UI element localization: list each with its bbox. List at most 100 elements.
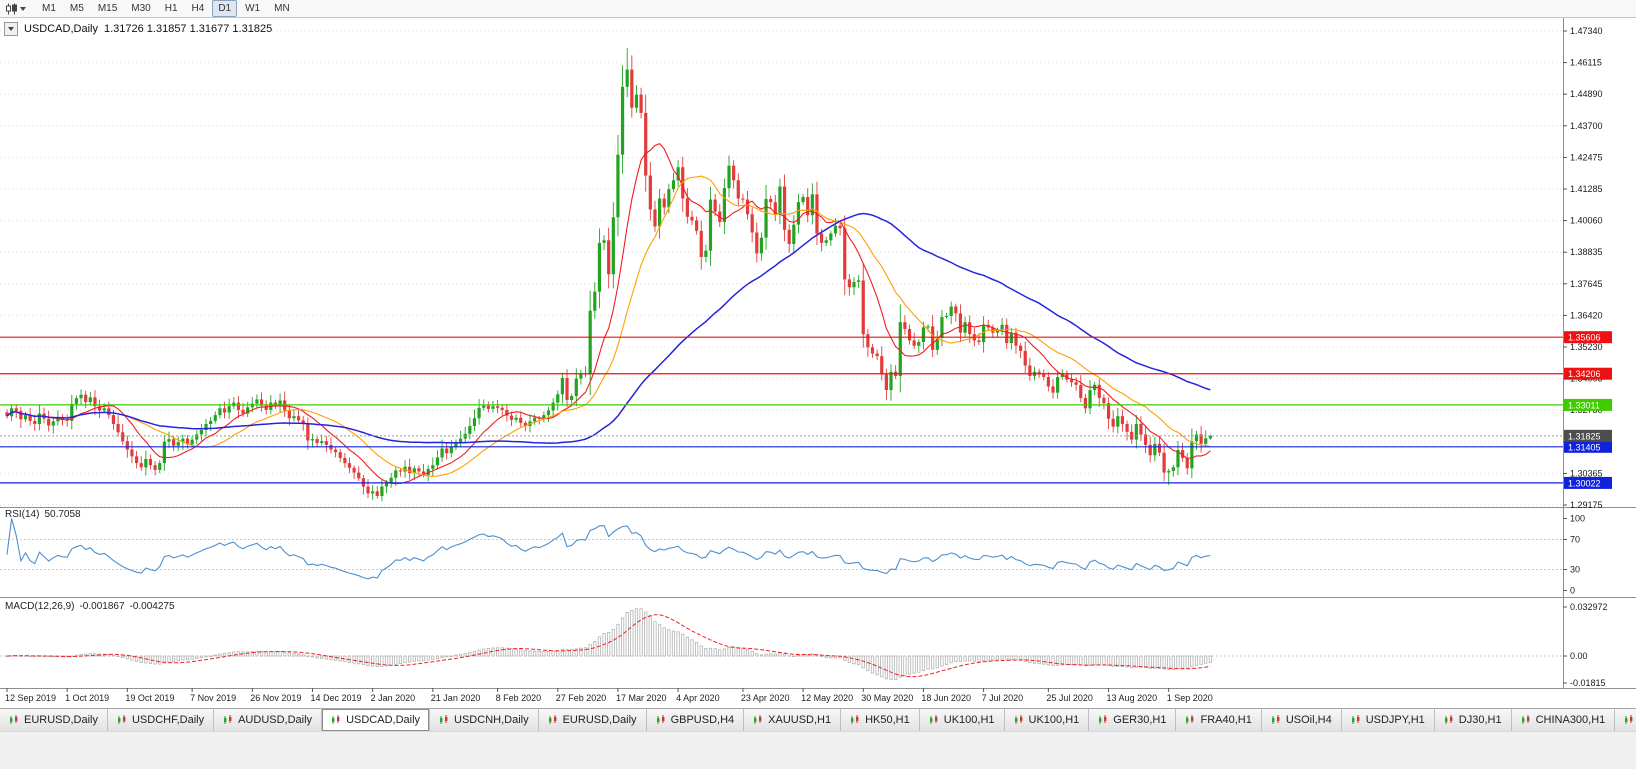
macd-name: MACD(12,26,9) bbox=[5, 601, 75, 612]
macd-signal-value: -0.004275 bbox=[129, 601, 175, 612]
tab-label: USOil,H4 bbox=[1285, 714, 1332, 726]
chart-tab-usoil-h1[interactable]: USOil,H1 bbox=[1615, 709, 1636, 731]
mini-chart-icon bbox=[1099, 715, 1107, 724]
chart-tab-uk100-h1[interactable]: UK100,H1 bbox=[1004, 709, 1090, 731]
tab-label: USDCAD,Daily bbox=[346, 714, 421, 726]
svg-text:1.30365: 1.30365 bbox=[1570, 468, 1603, 478]
svg-text:0.00: 0.00 bbox=[1570, 651, 1588, 661]
pane-separators bbox=[0, 18, 1636, 689]
timeframe-button-h1[interactable]: H1 bbox=[164, 3, 178, 14]
collapse-chart-button[interactable] bbox=[4, 22, 18, 36]
ma-60-line bbox=[6, 212, 1211, 444]
timeframe-button-mn[interactable]: MN bbox=[274, 3, 290, 14]
macd-main-value: -0.001867 bbox=[79, 601, 125, 612]
date-axis: 12 Sep 2019 1 Oct 2019 19 Oct 2019 7 Nov 20… bbox=[5, 688, 1213, 703]
svg-text:4 Apr 2020: 4 Apr 2020 bbox=[676, 693, 720, 703]
candles-layer bbox=[5, 47, 1212, 502]
macd-indicator-label: MACD(12,26,9) -0.001867 -0.004275 bbox=[5, 601, 175, 612]
svg-text:1.41285: 1.41285 bbox=[1570, 184, 1603, 194]
svg-text:1.35230: 1.35230 bbox=[1570, 342, 1603, 352]
mini-chart-icon bbox=[1186, 715, 1194, 724]
svg-text:1 Sep 2020: 1 Sep 2020 bbox=[1167, 693, 1213, 703]
svg-text:26 Nov 2019: 26 Nov 2019 bbox=[250, 693, 301, 703]
symbol-timeframe-label: USDCAD,Daily bbox=[24, 23, 98, 35]
mini-chart-icon bbox=[1444, 715, 1453, 724]
svg-text:0.032972: 0.032972 bbox=[1570, 602, 1608, 612]
chart-tab-china300-h1[interactable]: CHINA300,H1 bbox=[1511, 709, 1616, 731]
svg-text:1.31405: 1.31405 bbox=[1568, 442, 1601, 452]
chart-tab-usoil-h4[interactable]: USOil,H4 bbox=[1261, 709, 1342, 731]
svg-text:1.36420: 1.36420 bbox=[1570, 310, 1603, 320]
horizontal-lines-layer bbox=[0, 336, 1563, 484]
mini-chart-icon bbox=[440, 715, 448, 724]
tab-label: UK100,H1 bbox=[1028, 714, 1080, 726]
svg-text:30: 30 bbox=[1570, 565, 1580, 575]
tab-label: AUDUSD,Daily bbox=[238, 714, 313, 726]
chart-window: 1.47340 1.46115 1.44890 1.43700 1.42475 1.412… bbox=[0, 18, 1636, 708]
chart-tab-usdchf-daily[interactable]: USDCHF,Daily bbox=[107, 709, 215, 731]
svg-text:-0.01815: -0.01815 bbox=[1570, 678, 1606, 688]
mini-chart-icon bbox=[1014, 715, 1022, 724]
svg-text:12 Sep 2019: 12 Sep 2019 bbox=[5, 693, 56, 703]
tab-label: GER30,H1 bbox=[1113, 714, 1167, 726]
svg-text:12 May 2020: 12 May 2020 bbox=[801, 693, 853, 703]
chart-tab-bar: EURUSD,Daily USDCHF,Daily AUDUSD,Daily USDC… bbox=[0, 708, 1636, 731]
chart-tab-gbpusd-h4[interactable]: GBPUSD,H4 bbox=[646, 709, 745, 731]
timeframe-button-m30[interactable]: M30 bbox=[131, 3, 151, 14]
mini-chart-icon bbox=[548, 715, 556, 724]
price-markers: 1.35606 1.34206 1.33011 1.31405 1.30022 1.318… bbox=[1564, 331, 1612, 489]
chart-tab-dj30-h1[interactable]: DJ30,H1 bbox=[1434, 709, 1512, 731]
timeframe-button-m15[interactable]: M15 bbox=[97, 3, 118, 14]
chart-tab-hk50-h1[interactable]: HK50,H1 bbox=[841, 709, 920, 731]
timeframe-button-w1[interactable]: W1 bbox=[245, 3, 261, 14]
rsi-current-value: 50.7058 bbox=[44, 509, 81, 520]
tab-label: HK50,H1 bbox=[865, 714, 910, 726]
svg-text:19 Oct 2019: 19 Oct 2019 bbox=[125, 693, 174, 703]
svg-text:23 Apr 2020: 23 Apr 2020 bbox=[741, 693, 790, 703]
mini-chart-icon bbox=[754, 715, 762, 724]
svg-text:100: 100 bbox=[1570, 514, 1585, 524]
rsi-name: RSI(14) bbox=[5, 509, 40, 520]
svg-text:1.31825: 1.31825 bbox=[1568, 431, 1601, 441]
svg-text:1.37645: 1.37645 bbox=[1570, 279, 1603, 289]
mini-chart-icon bbox=[851, 715, 859, 724]
chart-tab-eurusd-daily[interactable]: EURUSD,Daily bbox=[538, 709, 647, 731]
svg-text:8 Feb 2020: 8 Feb 2020 bbox=[496, 693, 542, 703]
mini-chart-icon bbox=[117, 715, 126, 724]
tab-label: EURUSD,Daily bbox=[24, 714, 98, 726]
top-toolbar: M1 M5 M15 M30 H1 H4 D1 W1 MN bbox=[0, 0, 1636, 18]
svg-text:1.43700: 1.43700 bbox=[1570, 121, 1603, 131]
tab-label: FRA40,H1 bbox=[1200, 714, 1252, 726]
chart-tab-uk100-h1[interactable]: UK100,H1 bbox=[919, 709, 1005, 731]
svg-text:1.47340: 1.47340 bbox=[1570, 26, 1603, 36]
timeframe-button-group: M1 M5 M15 M30 H1 H4 D1 W1 MN bbox=[36, 0, 298, 17]
svg-text:1.40060: 1.40060 bbox=[1570, 216, 1603, 226]
chart-tab-xauusd-h1[interactable]: XAUUSD,H1 bbox=[744, 709, 842, 731]
tab-label: USDJPY,H1 bbox=[1365, 714, 1425, 726]
timeframe-button-m1[interactable]: M1 bbox=[42, 3, 56, 14]
timeframe-button-h4[interactable]: H4 bbox=[191, 3, 205, 14]
chart-tab-usdcnh-daily[interactable]: USDCNH,Daily bbox=[430, 709, 539, 731]
tab-label: DJ30,H1 bbox=[1458, 714, 1502, 726]
moving-averages-layer bbox=[6, 142, 1211, 485]
svg-text:25 Jul 2020: 25 Jul 2020 bbox=[1046, 693, 1093, 703]
chart-tab-eurusd-daily[interactable]: EURUSD,Daily bbox=[0, 709, 108, 731]
tab-label: XAUUSD,H1 bbox=[768, 714, 832, 726]
candlestick-chart-type-icon[interactable] bbox=[5, 3, 18, 15]
tab-label: USDCHF,Daily bbox=[131, 714, 205, 726]
chart-type-dropdown-caret[interactable] bbox=[20, 6, 26, 11]
timeframe-button-m5[interactable]: M5 bbox=[69, 3, 84, 14]
timeframe-button-d1[interactable]: D1 bbox=[212, 0, 238, 17]
chart-tab-usdjpy-h1[interactable]: USDJPY,H1 bbox=[1341, 709, 1435, 731]
mini-chart-icon bbox=[1521, 715, 1529, 724]
price-chart-canvas[interactable]: 1.47340 1.46115 1.44890 1.43700 1.42475 1.412… bbox=[0, 18, 1636, 708]
svg-text:70: 70 bbox=[1570, 535, 1580, 545]
chart-tab-fra40-h1[interactable]: FRA40,H1 bbox=[1176, 709, 1262, 731]
svg-text:21 Jan 2020: 21 Jan 2020 bbox=[431, 693, 481, 703]
svg-text:17 Mar 2020: 17 Mar 2020 bbox=[616, 693, 667, 703]
chart-tab-ger30-h1[interactable]: GER30,H1 bbox=[1089, 709, 1177, 731]
macd-signal-line bbox=[6, 614, 1211, 678]
chart-tab-usdcad-daily[interactable]: USDCAD,Daily bbox=[322, 709, 431, 731]
chart-tab-audusd-daily[interactable]: AUDUSD,Daily bbox=[214, 709, 323, 731]
svg-text:30 May 2020: 30 May 2020 bbox=[861, 693, 913, 703]
